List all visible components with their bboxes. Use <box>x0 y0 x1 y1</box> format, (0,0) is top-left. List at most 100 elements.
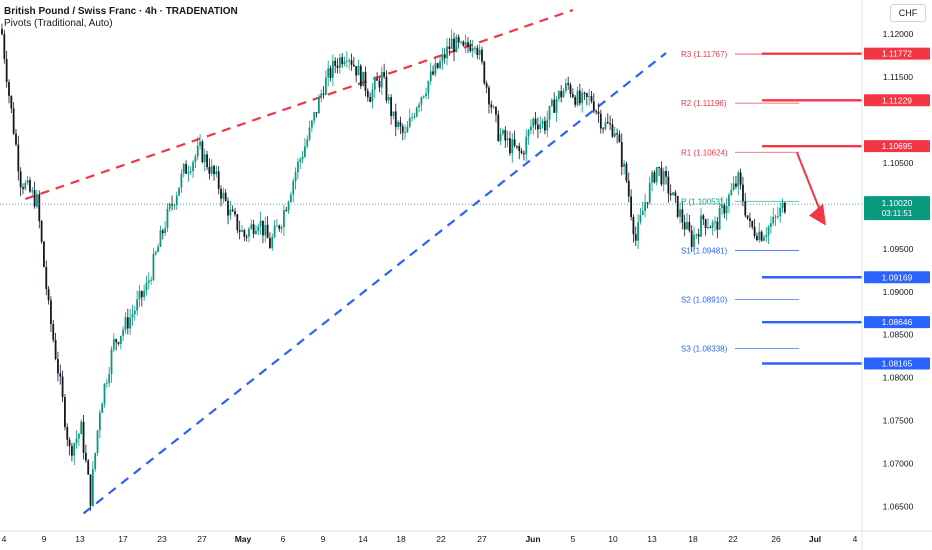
candle <box>343 56 346 67</box>
x-tick-label: 6 <box>281 534 286 544</box>
candle <box>136 290 139 316</box>
candle <box>199 134 201 150</box>
candle <box>306 135 309 149</box>
candle-body <box>462 41 465 46</box>
x-tick-label: 18 <box>688 534 698 544</box>
candle-body <box>299 159 302 162</box>
candle <box>502 128 504 136</box>
candle <box>662 167 665 192</box>
candle-body <box>408 117 411 127</box>
candle <box>439 55 441 70</box>
candle <box>574 95 577 108</box>
candle <box>159 225 162 248</box>
candle <box>513 130 516 148</box>
candle-body <box>590 95 593 102</box>
candle <box>488 85 490 114</box>
candle-body <box>481 49 483 62</box>
candle <box>5 50 8 88</box>
candle-body <box>117 342 120 344</box>
candle-body <box>112 339 115 350</box>
candle-body <box>583 92 586 94</box>
candle-body <box>152 254 155 280</box>
candle-body <box>721 205 723 208</box>
candle-body <box>8 82 10 96</box>
candle <box>57 351 59 382</box>
candle-body <box>553 99 556 113</box>
candle <box>255 225 257 235</box>
x-tick-label: 22 <box>728 534 738 544</box>
candle <box>700 207 702 238</box>
candle <box>735 176 737 190</box>
candle <box>12 102 15 136</box>
candle-body <box>613 133 616 137</box>
resistance-level-badge[interactable]: 1.10695 <box>864 140 930 153</box>
support-level-badge[interactable]: 1.08646 <box>864 316 930 329</box>
candle-body <box>143 290 146 298</box>
candle-body <box>732 183 735 190</box>
badge-text: 1.11229 <box>882 95 912 105</box>
candle-body <box>620 142 623 167</box>
candle <box>271 233 274 251</box>
candle <box>71 442 73 462</box>
resistance-level-badge[interactable]: 1.11772 <box>864 47 930 60</box>
candle <box>669 184 672 201</box>
candle-body <box>12 108 15 134</box>
candle <box>301 150 304 164</box>
candle <box>189 166 192 176</box>
candle-body <box>68 439 71 447</box>
candle <box>82 415 85 460</box>
candle <box>653 170 656 184</box>
candle-body <box>89 474 92 506</box>
candle <box>366 88 369 102</box>
candle <box>534 112 537 130</box>
candle <box>693 226 695 252</box>
candle <box>84 444 87 463</box>
x-tick-label: 27 <box>477 534 487 544</box>
candle <box>569 82 572 98</box>
support-level-badge[interactable]: 1.09169 <box>864 271 930 284</box>
y-tick-label: 1.07500 <box>883 416 914 426</box>
candle-body <box>45 266 48 290</box>
candle <box>192 159 194 179</box>
candle-body <box>103 383 106 404</box>
candle-body <box>129 317 132 329</box>
candle-body <box>108 374 111 383</box>
candle <box>779 202 782 223</box>
candle-body <box>273 225 276 237</box>
candle-body <box>43 241 45 267</box>
candle <box>387 93 390 104</box>
candle <box>168 202 171 213</box>
candle-body <box>352 64 355 67</box>
support-level-badge[interactable]: 1.08165 <box>864 357 930 370</box>
candle <box>140 290 143 307</box>
resistance-level-badge[interactable]: 1.11229 <box>864 94 930 107</box>
candle <box>732 176 735 192</box>
candle-body <box>585 93 588 97</box>
candle <box>630 189 632 221</box>
candle <box>390 94 393 125</box>
support-trendline[interactable] <box>82 52 667 515</box>
candle <box>180 169 183 193</box>
resistance-trendline[interactable] <box>24 8 574 201</box>
candle-body <box>371 89 374 102</box>
candle-body <box>518 146 521 152</box>
candle <box>101 402 104 413</box>
candle-body <box>322 93 325 95</box>
candle-body <box>695 234 698 236</box>
x-tick-label: 5 <box>571 534 576 544</box>
candle <box>667 171 670 203</box>
candle <box>688 214 691 233</box>
candle <box>133 305 136 321</box>
indicator-label[interactable]: Pivots (Traditional, Auto) <box>4 18 113 29</box>
candle <box>45 260 48 296</box>
candle <box>625 161 628 184</box>
candle-body <box>646 202 649 204</box>
candle <box>259 211 262 235</box>
candle <box>252 219 255 239</box>
candle <box>746 215 749 220</box>
candle-body <box>180 173 183 188</box>
candle <box>304 138 306 158</box>
currency-button[interactable]: CHF <box>890 4 926 22</box>
